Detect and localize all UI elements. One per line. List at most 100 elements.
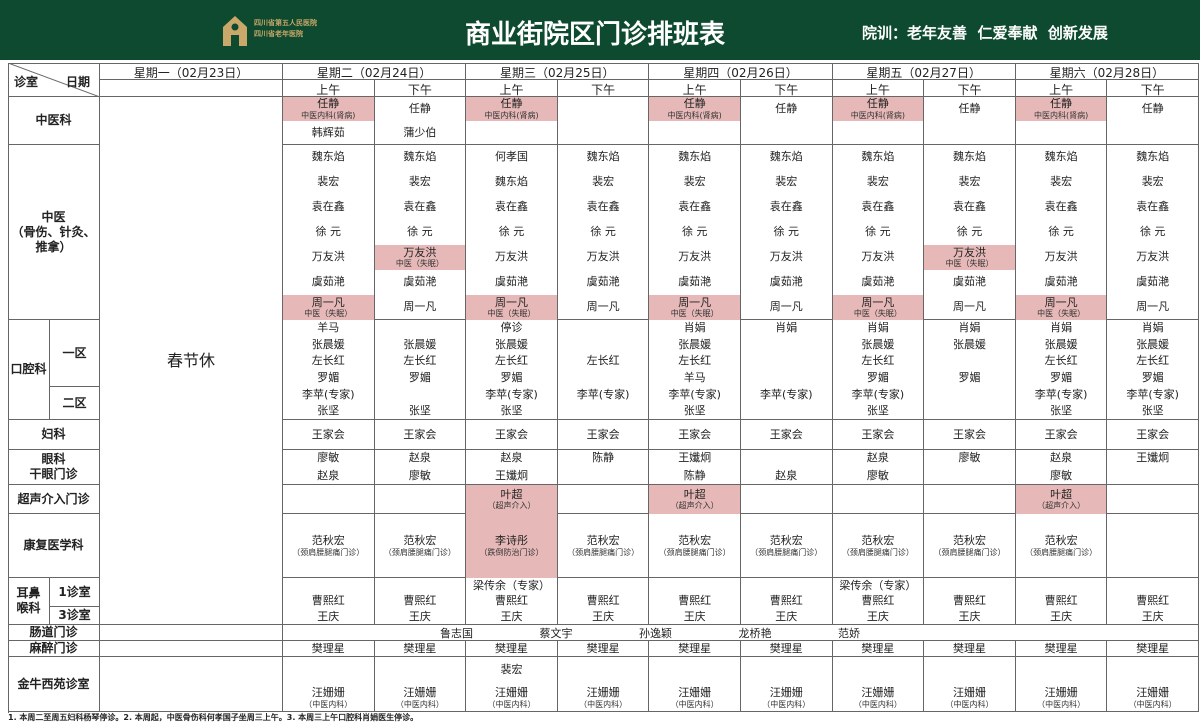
header-bar: 四川省第五人民医院 四川省老年医院 商业街院区门诊排班表 院训：老年友善 仁爱奉… (0, 0, 1200, 60)
doctor-name: 曹熙红 (311, 594, 345, 608)
schedule-cell: 曹熙红 王庆 (374, 578, 467, 625)
entry: 王庆 (1016, 609, 1107, 625)
entry: 范秋宏 （颈肩腰腿痛门诊） (1016, 514, 1107, 578)
entry: 王家会 (558, 420, 649, 450)
entry: 梁传余（专家） (466, 578, 557, 594)
entry: 曹熙红 (833, 594, 924, 610)
doctor-name: 袁在鑫 (311, 200, 345, 214)
doctor-name: 樊理星 (769, 641, 803, 655)
entry: 汪姗姗 （中医内科） (558, 685, 649, 713)
schedule-cell: 任静 中医内科(肾病) 韩辉茹 (283, 97, 375, 145)
doctor-name: 王家会 (678, 427, 712, 441)
doctor-name: 羊马 (683, 371, 706, 384)
row-label: 中医科 (35, 113, 72, 127)
doctor-note: 中医内科(肾病) (301, 110, 356, 120)
entry: 虞茹滟 (283, 270, 374, 295)
schedule-cell: 肖娟 张晨媛 左长红 罗媚 李苹(专家) 张坚 (832, 320, 925, 420)
doctor-name: 左长红 (403, 354, 437, 368)
doctor-name: 虞茹滟 (861, 275, 895, 289)
entry: 周一凡 (1107, 295, 1198, 320)
day-label: 星期四（02月26日） (683, 66, 798, 80)
session-label: 上午 (682, 83, 707, 97)
doctor-name: 任静 (500, 97, 523, 111)
doctor-name: 王家会 (952, 427, 986, 441)
schedule-cell: 叶超 （超声介入） (1015, 485, 1108, 514)
doctor-name: 王家会 (1044, 427, 1078, 441)
entry: 魏东焰 (375, 145, 466, 170)
doctor-name: 范秋宏 (403, 534, 437, 548)
entry: 左长红 (283, 353, 374, 370)
row-label-cell: 口腔科 (8, 320, 50, 420)
doctor-name: 袁在鑫 (403, 200, 437, 214)
entry: 裴宏 (924, 170, 1015, 195)
entry: 羊马 (649, 370, 740, 387)
entry: 范秋宏 （颈肩腰腿痛门诊） (375, 514, 466, 578)
doctor-note: （中医内科） (579, 699, 628, 709)
doctor-name: 李苹(专家) (576, 387, 630, 401)
session-cell: 上午 (283, 80, 375, 97)
doctor-name: 虞茹滟 (403, 275, 437, 289)
doctor-name: 虞茹滟 (678, 275, 712, 289)
entry: 汪姗姗 （中医内科） (1107, 685, 1198, 713)
schedule-cell: 范秋宏 （颈肩腰腿痛门诊） (374, 514, 467, 578)
doctor-name: 汪姗姗 (769, 686, 803, 700)
doctor-note: （超声介入） (487, 501, 536, 511)
session-cell: 上午 (1015, 80, 1108, 97)
schedule-cell: 王孅炯 (1107, 450, 1199, 485)
entry: 张晨媛 (375, 337, 466, 354)
entry: 魏东焰 (649, 145, 740, 170)
doctor-name: 肖娟 (866, 321, 889, 334)
entry: 范秋宏 （颈肩腰腿痛门诊） (558, 514, 649, 578)
entry: 任静 中医内科(肾病) (466, 97, 557, 121)
schedule-cell: 范秋宏 （颈肩腰腿痛门诊） (741, 514, 833, 578)
entry: 罗媚 (1016, 370, 1107, 387)
schedule-cell: 汪姗姗 （中医内科） (741, 657, 833, 712)
schedule-cell: 肖娟 张晨媛 左长红 罗媚 李苹(专家) 张坚 (1015, 320, 1108, 420)
row-label: 耳鼻 (16, 586, 41, 600)
doctor-name: 万友洪 (311, 250, 345, 264)
day-label: 星期二（02月24日） (316, 66, 432, 80)
doctor-name: 李苹(专家) (1034, 387, 1088, 401)
doctor-name: 张坚 (866, 404, 889, 418)
entry: 张晨媛 (924, 337, 1015, 354)
entry: 范秋宏 （颈肩腰腿痛门诊） (833, 514, 924, 578)
entry: 李苹(专家) (649, 387, 740, 404)
schedule-cell: 陈静 (557, 450, 650, 485)
entry: 左长红 (833, 353, 924, 370)
doctor-name: 廖敏 (1050, 468, 1073, 482)
doctor-name: 樊理星 (1044, 641, 1078, 655)
schedule-cell: 王家会 (374, 420, 467, 450)
entry: 周一凡 中医（失眠） (1015, 295, 1107, 320)
doctor-name: 周一凡 (1044, 295, 1078, 309)
doctor-name: 周一凡 (403, 300, 437, 314)
doctor-name: 虞茹滟 (586, 275, 620, 289)
entry: 王庆 (741, 609, 832, 625)
doctor-name: 张晨媛 (952, 337, 986, 351)
entry: 王庆 (558, 609, 649, 625)
doctor-name: 张坚 (683, 404, 706, 418)
schedule-cell: 范秋宏 （颈肩腰腿痛门诊） (283, 514, 375, 578)
doctor-name: 周一凡 (678, 295, 712, 309)
entry: 樊理星 (1016, 641, 1107, 657)
doctor-name: 裴宏 (1050, 175, 1073, 189)
doctor-name: 罗媚 (500, 371, 523, 384)
day-label: 星期一（02月23日） (133, 66, 249, 80)
schedule-cell: 樊理星 (741, 641, 833, 657)
doctor-note: （颈肩腰腿痛门诊） (292, 547, 365, 557)
doctor-name: 魏东焰 (311, 150, 345, 164)
entry: 袁在鑫 (283, 195, 374, 220)
doctor-name: 裴宏 (500, 663, 523, 677)
schedule-cell: 王家会 (466, 420, 558, 450)
entry: 汪姗姗 （中医内科） (741, 685, 832, 713)
schedule-cell: 樊理星 (1107, 641, 1199, 657)
doctor-name: 停诊 (500, 321, 523, 334)
entry: 周一凡 (741, 295, 832, 320)
entry: 裴宏 (1107, 170, 1198, 195)
doctor-name: 范秋宏 (769, 534, 803, 548)
entry: 汪姗姗 （中医内科） (466, 685, 557, 713)
doctor-name: 万友洪 (494, 250, 528, 264)
entry: 魏东焰 (1016, 145, 1107, 170)
entry: 虞茹滟 (741, 270, 832, 295)
doctor-name: 汪姗姗 (1044, 686, 1078, 700)
